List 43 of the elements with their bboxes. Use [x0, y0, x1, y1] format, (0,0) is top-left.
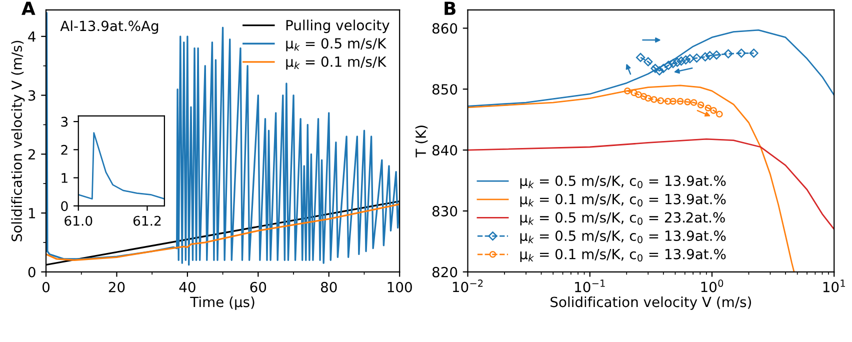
y-tick-label: 860: [432, 23, 458, 34]
x-tick-label: 61.2: [133, 216, 161, 226]
legend-label: μ$_{k}$ = 0.1 m/s/K, c$_{0}$ = 13.9at.%: [520, 248, 726, 262]
y-tick-label: 3: [28, 90, 36, 101]
y-tick-label: 0: [28, 266, 36, 278]
y-tick-label: 1: [28, 208, 36, 218]
x-axis-title: Time (μs): [190, 296, 254, 310]
legend-label: μ$_{k}$ = 0.5 m/s/K, c$_{0}$ = 13.9at.%: [520, 230, 726, 244]
y-tick-label: 2: [28, 149, 35, 160]
x-tick-label: 10$^{−1}$: [575, 280, 605, 292]
x-tick-label: 10$^{0}$: [701, 280, 724, 292]
y-tick-label: 820: [432, 266, 458, 278]
x-tick-label: 60: [250, 282, 266, 292]
legend-label: μ$_{k}$ = 0.5 m/s/K, c$_{0}$ = 23.2at.%: [520, 212, 725, 226]
annotation: Al-13.9at.%Ag: [60, 20, 158, 34]
line-series: [46, 12, 400, 266]
y-tick-label: 1: [62, 173, 68, 183]
x-tick-label: 61.0: [64, 216, 92, 226]
x-tick-label: 100: [388, 282, 412, 292]
chart-title: A: [22, 2, 36, 15]
y-tick-label: 2: [61, 144, 68, 155]
y-tick-label: 830: [432, 206, 458, 216]
x-tick-label: 40: [179, 282, 196, 292]
y-tick-label: 3: [61, 116, 68, 127]
x-tick-label: 10$^{−2}$: [452, 280, 483, 292]
legend-label: μ$_{k}$ = 0.5 m/s/K, c$_{0}$ = 13.9at.%: [520, 176, 726, 189]
x-tick-label: 80: [320, 282, 337, 292]
legend-label: μ$_{k}$ = 0.1 m/s/K, c$_{0}$ = 13.9at.%: [520, 194, 726, 208]
x-axis-title: Solidification velocity V (m/s): [550, 296, 751, 310]
y-axis-title: Solidification velocity V (m/s): [11, 40, 25, 242]
y-tick-label: 4: [28, 32, 36, 42]
y-tick-label: 0: [61, 201, 68, 212]
legend-label: Pulling velocity: [286, 20, 390, 34]
x-tick-label: 0: [42, 282, 50, 292]
x-tick-label: 20: [108, 282, 125, 292]
legend-label: μ$_{k}$ = 0.1 m/s/K: [286, 56, 387, 70]
y-tick-label: 840: [432, 145, 458, 156]
y-axis-title: T (K): [415, 126, 428, 158]
x-tick-label: 10$^{1}$: [823, 280, 845, 292]
y-tick-label: 850: [432, 84, 458, 95]
line-series: [78, 132, 164, 200]
legend-label: μ$_{k}$ = 0.5 m/s/K: [286, 38, 387, 52]
chart-title: B: [444, 2, 456, 15]
